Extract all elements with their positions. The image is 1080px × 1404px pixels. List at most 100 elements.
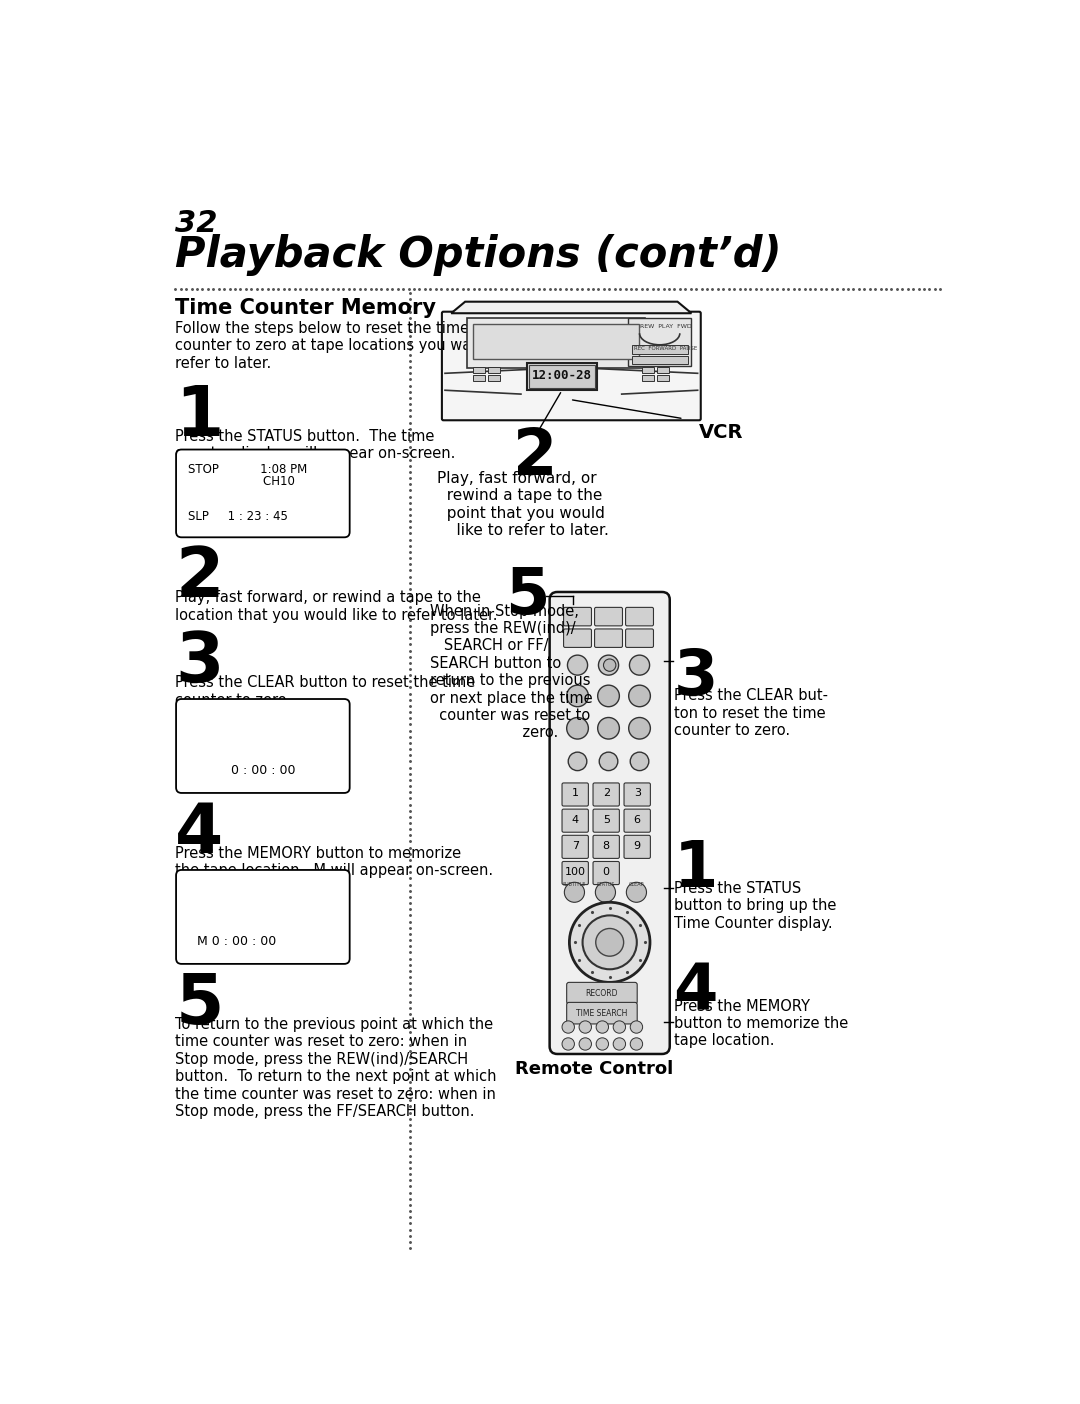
Circle shape <box>599 753 618 771</box>
Bar <box>473 324 638 358</box>
Circle shape <box>629 717 650 739</box>
Polygon shape <box>451 302 691 313</box>
Text: To return to the previous point at which the
time counter was reset to zero: whe: To return to the previous point at which… <box>175 1016 497 1119</box>
Text: 6: 6 <box>634 814 640 824</box>
Circle shape <box>579 1038 592 1050</box>
Circle shape <box>598 656 619 675</box>
FancyBboxPatch shape <box>567 1002 637 1024</box>
FancyBboxPatch shape <box>176 870 350 965</box>
Text: Press the STATUS button.  The time
counter display will appear on-screen.: Press the STATUS button. The time counte… <box>175 428 456 461</box>
FancyBboxPatch shape <box>567 983 637 1004</box>
Text: 1: 1 <box>571 788 579 799</box>
Circle shape <box>562 1038 575 1050</box>
Bar <box>632 357 688 364</box>
Bar <box>642 366 654 373</box>
Bar <box>632 345 688 354</box>
Circle shape <box>597 685 619 706</box>
Text: Time Counter Memory: Time Counter Memory <box>175 298 436 317</box>
FancyBboxPatch shape <box>562 809 589 833</box>
Text: 0 : 00 : 00: 0 : 00 : 00 <box>231 764 295 778</box>
Text: 12:00-28: 12:00-28 <box>532 369 592 382</box>
Bar <box>473 366 485 373</box>
Text: Press the CLEAR but-
ton to reset the time
counter to zero.: Press the CLEAR but- ton to reset the ti… <box>674 688 827 739</box>
FancyBboxPatch shape <box>562 835 589 858</box>
Text: Play, fast forward, or
  rewind a tape to the
  point that you would
    like to: Play, fast forward, or rewind a tape to … <box>437 472 609 538</box>
FancyBboxPatch shape <box>593 783 619 806</box>
Circle shape <box>579 1021 592 1033</box>
Circle shape <box>630 656 649 675</box>
FancyBboxPatch shape <box>562 862 589 885</box>
Circle shape <box>567 656 588 675</box>
Text: 1: 1 <box>175 382 224 449</box>
Text: Play, fast forward, or rewind a tape to the
location that you would like to refe: Play, fast forward, or rewind a tape to … <box>175 591 498 623</box>
FancyBboxPatch shape <box>550 592 670 1054</box>
Circle shape <box>613 1021 625 1033</box>
Circle shape <box>595 882 616 903</box>
FancyBboxPatch shape <box>593 809 619 833</box>
Text: Press the STATUS
button to bring up the
Time Counter display.: Press the STATUS button to bring up the … <box>674 880 836 931</box>
Circle shape <box>562 1021 575 1033</box>
Text: 5: 5 <box>505 564 550 628</box>
Text: When in Stop mode,
press the REW(ind)/
   SEARCH or FF/
SEARCH button to
return : When in Stop mode, press the REW(ind)/ S… <box>430 604 592 740</box>
Text: CLEAR: CLEAR <box>629 882 645 886</box>
Text: 4: 4 <box>571 814 579 824</box>
Circle shape <box>567 685 589 706</box>
Circle shape <box>604 658 616 671</box>
Bar <box>529 365 595 388</box>
Text: 7: 7 <box>571 841 579 851</box>
Text: STATUS: STATUS <box>596 882 615 886</box>
Text: STOP           1:08 PM: STOP 1:08 PM <box>188 463 307 476</box>
FancyBboxPatch shape <box>624 809 650 833</box>
Text: RECORD: RECORD <box>585 988 618 997</box>
FancyBboxPatch shape <box>593 835 619 858</box>
Text: 100: 100 <box>565 866 585 878</box>
Text: VCR: VCR <box>699 423 744 442</box>
Circle shape <box>596 1021 608 1033</box>
Circle shape <box>631 1021 643 1033</box>
Text: 32: 32 <box>175 209 218 237</box>
Circle shape <box>582 915 637 969</box>
FancyBboxPatch shape <box>442 312 701 420</box>
Text: 1: 1 <box>674 838 718 900</box>
Text: 2: 2 <box>603 788 610 799</box>
Text: 5: 5 <box>603 814 610 824</box>
Circle shape <box>568 753 586 771</box>
Bar <box>467 317 645 368</box>
Circle shape <box>596 1038 608 1050</box>
Bar <box>488 366 500 373</box>
FancyBboxPatch shape <box>564 608 592 626</box>
Text: 4: 4 <box>674 962 718 1024</box>
Bar <box>657 375 669 380</box>
Circle shape <box>567 717 589 739</box>
FancyBboxPatch shape <box>593 862 619 885</box>
Circle shape <box>631 1038 643 1050</box>
Bar <box>642 375 654 380</box>
Circle shape <box>597 717 619 739</box>
FancyBboxPatch shape <box>625 608 653 626</box>
FancyBboxPatch shape <box>595 608 622 626</box>
Circle shape <box>631 753 649 771</box>
Bar <box>488 375 500 380</box>
FancyBboxPatch shape <box>595 629 622 647</box>
Circle shape <box>596 928 623 956</box>
Text: Press the CLEAR button to reset the time
counter to zero.: Press the CLEAR button to reset the time… <box>175 675 475 708</box>
FancyBboxPatch shape <box>176 449 350 538</box>
Text: 3: 3 <box>175 629 224 696</box>
Text: Press the MEMORY button to memorize
the tape location.  M will appear on-screen.: Press the MEMORY button to memorize the … <box>175 847 494 879</box>
Text: 2: 2 <box>175 545 224 611</box>
Text: 4: 4 <box>175 800 224 866</box>
Text: 9: 9 <box>634 841 640 851</box>
FancyBboxPatch shape <box>562 783 589 806</box>
FancyBboxPatch shape <box>564 629 592 647</box>
FancyBboxPatch shape <box>624 783 650 806</box>
Bar <box>527 362 597 390</box>
Bar <box>627 317 691 365</box>
Text: 0: 0 <box>603 866 610 878</box>
Text: REC  FORWARD  PAUSE: REC FORWARD PAUSE <box>634 347 698 351</box>
Circle shape <box>569 903 650 983</box>
Text: Playback Options (cont’d): Playback Options (cont’d) <box>175 234 782 277</box>
Text: REW  PLAY  FWD: REW PLAY FWD <box>639 324 691 329</box>
Text: M 0 : 00 : 00: M 0 : 00 : 00 <box>197 935 276 948</box>
Circle shape <box>629 685 650 706</box>
Text: Follow the steps below to reset the time
counter to zero at tape locations you w: Follow the steps below to reset the time… <box>175 322 505 371</box>
